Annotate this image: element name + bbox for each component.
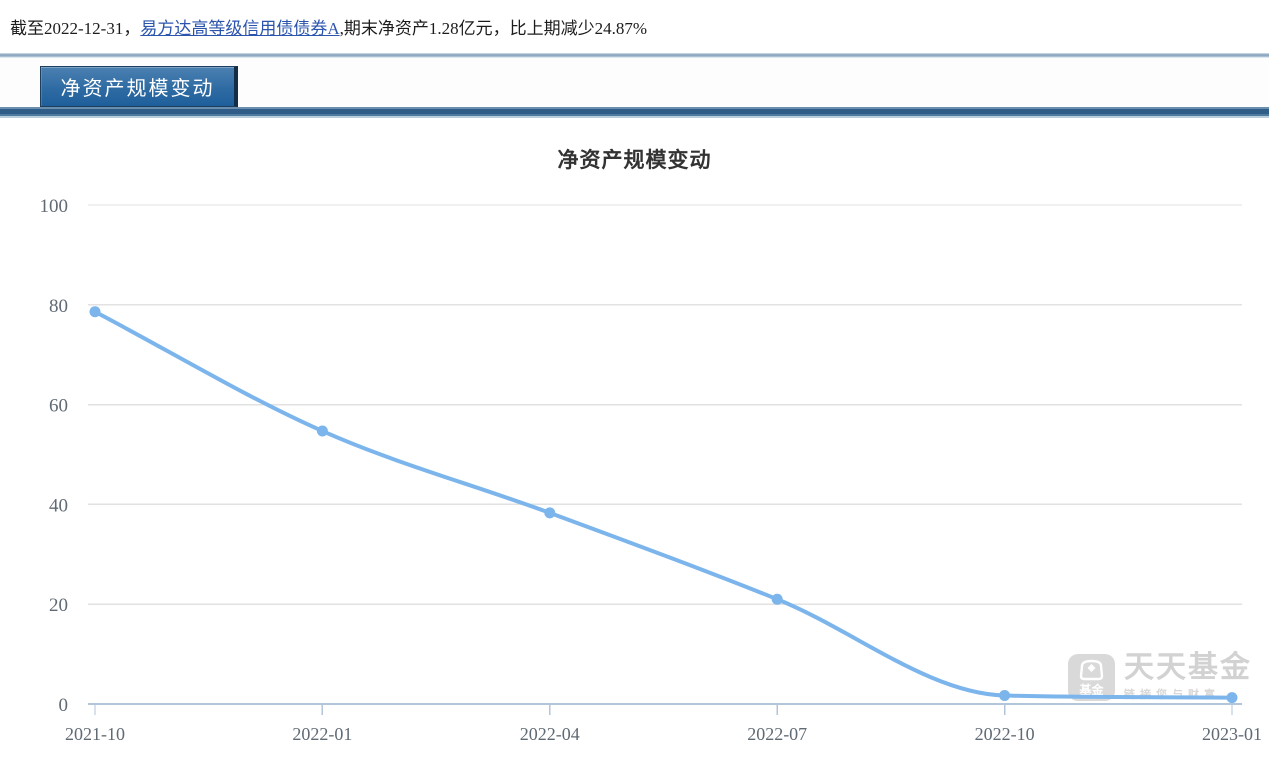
chart-point[interactable] xyxy=(1226,692,1238,704)
x-axis-label: 2022-04 xyxy=(520,724,580,744)
tab-bar: 净资产规模变动 xyxy=(0,58,1269,107)
chart-title: 净资产规模变动 xyxy=(557,149,712,172)
tab-net-asset-change[interactable]: 净资产规模变动 xyxy=(40,66,238,107)
y-axis-label: 40 xyxy=(49,495,68,516)
line-chart-canvas[interactable]: 0 20 40 60 80 100 2021-10 2022-01 2022-04 2022-07… xyxy=(0,118,1269,760)
summary-note: 截至2022-12-31，易方达高等级信用债债券A,期末净资产1.28亿元，比上… xyxy=(0,0,1269,53)
chart-line xyxy=(93,309,1234,700)
y-axis-label: 80 xyxy=(49,296,68,317)
y-axis-label: 0 xyxy=(59,695,69,716)
tab-label: 净资产规模变动 xyxy=(60,78,215,100)
x-axis-label: 2023-01 xyxy=(1202,724,1262,744)
top-divider xyxy=(0,53,1269,58)
chart-point[interactable] xyxy=(316,425,328,437)
x-axis-label: 2022-07 xyxy=(747,724,807,744)
fund-link[interactable]: 易方达高等级信用债债券A xyxy=(140,19,340,38)
x-axis-label: 2022-01 xyxy=(292,724,352,744)
ttjj-logo-icon: 基金 xyxy=(1068,654,1115,701)
summary-prefix: 截至2022-12-31， xyxy=(10,19,141,38)
svg-text:基金: 基金 xyxy=(1078,682,1104,697)
chart-point[interactable] xyxy=(999,690,1011,702)
chart-point[interactable] xyxy=(771,593,783,605)
chart-point[interactable] xyxy=(89,306,101,318)
chart-point[interactable] xyxy=(544,507,556,519)
watermark-brand: 天天基金 xyxy=(1124,651,1252,684)
x-axis-label: 2022-10 xyxy=(975,724,1035,744)
summary-suffix: ,期末净资产1.28亿元，比上期减少24.87% xyxy=(339,19,648,38)
net-asset-chart-panel: 净资产规模变动 基金 天天基金 链接您与财富 0 20 40 60 80 100 2021-… xyxy=(0,118,1269,760)
watermark: 基金 天天基金 链接您与财富 xyxy=(1068,653,1252,702)
y-axis-label: 20 xyxy=(49,595,68,616)
watermark-text: 天天基金 链接您与财富 xyxy=(1124,653,1252,702)
x-axis-label: 2021-10 xyxy=(65,724,125,744)
y-axis-label: 100 xyxy=(40,196,69,217)
tab-bar-underline xyxy=(0,107,1269,118)
y-axis-label: 60 xyxy=(49,396,68,417)
